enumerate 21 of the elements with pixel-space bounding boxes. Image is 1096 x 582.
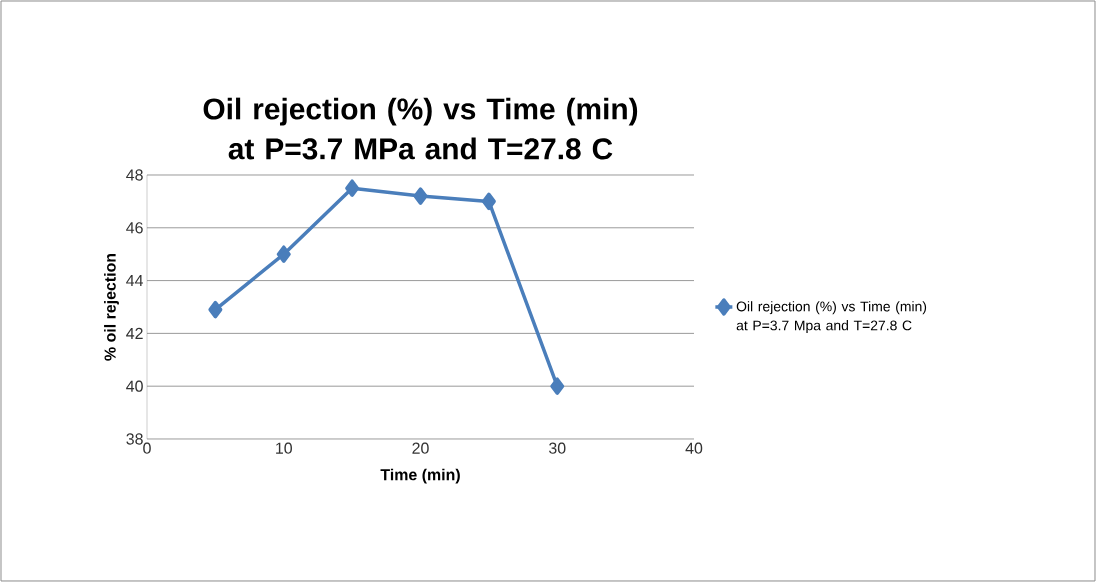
point bbox=[276, 245, 291, 263]
point bbox=[208, 300, 223, 319]
y-tick-label: 40 bbox=[126, 380, 143, 392]
y-tick-label: 38 bbox=[126, 433, 143, 445]
y-tick-label: 48 bbox=[126, 169, 143, 181]
x-tick-label: 20 bbox=[412, 442, 429, 454]
y-axis-title: % oil rejection bbox=[104, 253, 119, 361]
point bbox=[481, 192, 496, 211]
point bbox=[550, 377, 565, 395]
chart-title: Oil rejection (%) vs Time (min) at P=3.7 MPa and T=27.8 C bbox=[203, 97, 638, 160]
x-tick-label: 10 bbox=[276, 442, 292, 454]
x-tick-label: 40 bbox=[685, 442, 703, 454]
y-tick-label: 44 bbox=[126, 275, 144, 287]
legend-label: Oil rejection (%) vs Time (min) at P=3.7 Mpa and T=27.8 C bbox=[736, 301, 927, 334]
x-tick-label: 0 bbox=[143, 442, 151, 454]
point bbox=[413, 187, 428, 205]
point bbox=[345, 179, 360, 197]
y-tick-label: 42 bbox=[126, 327, 143, 339]
x-axis-title: Time (min) bbox=[380, 468, 460, 484]
y-tick-label: 46 bbox=[126, 222, 143, 234]
x-tick-label: 30 bbox=[549, 442, 566, 454]
